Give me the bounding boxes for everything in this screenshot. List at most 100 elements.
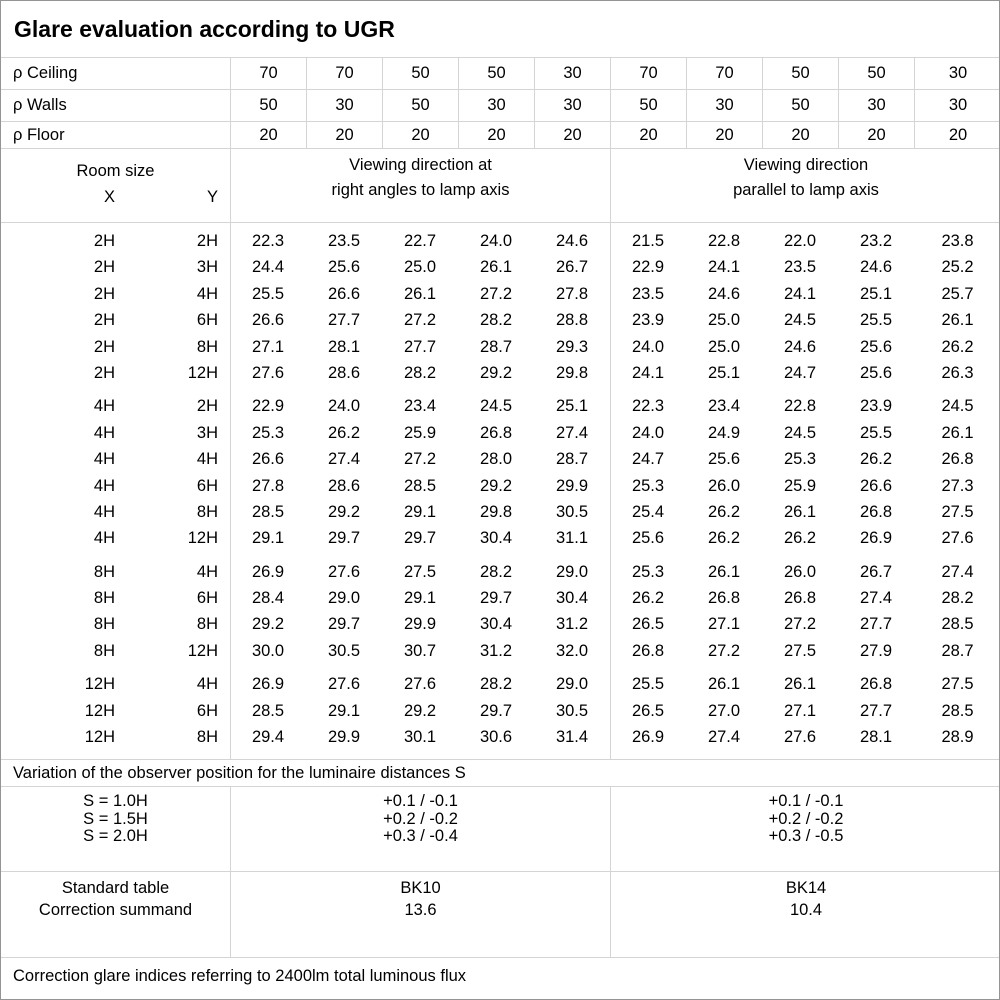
ugr-value: 29.1 — [327, 701, 361, 720]
ugr-value: 27.7 — [859, 701, 893, 720]
reflectance-value: 30 — [838, 90, 914, 121]
ugr-value: 27.5 — [403, 562, 437, 581]
summary-value: 10.4 — [789, 901, 823, 919]
table-row: 4H 12H 29.1 29.7 29.7 30.4 31.1 25.6 26.2 26.2 26.… — [1, 525, 999, 551]
room-size-x: 2H — [93, 232, 115, 250]
reflectance-value: 70 — [686, 58, 762, 89]
ugr-value: 26.5 — [631, 701, 665, 720]
room-size-y: 4H — [196, 562, 218, 581]
ugr-value: 26.2 — [327, 423, 361, 442]
ugr-value: 25.5 — [859, 311, 893, 330]
ugr-value: 27.1 — [783, 701, 817, 720]
ugr-value: 24.6 — [859, 258, 893, 277]
table-row: 4H 8H 28.5 29.2 29.1 29.8 30.5 25.4 26.2 26.1 26.8… — [1, 499, 999, 525]
ugr-value: 29.2 — [479, 476, 513, 495]
room-size-x: 12H — [84, 675, 115, 694]
room-size-x: 4H — [93, 397, 115, 416]
ugr-value: 27.6 — [403, 675, 437, 694]
ugr-value: 24.0 — [631, 423, 665, 442]
ugr-value: 26.8 — [707, 589, 741, 608]
ugr-value: 26.2 — [707, 529, 741, 548]
ugr-value: 26.6 — [859, 476, 893, 495]
room-size-y: 3H — [196, 258, 218, 277]
reflectance-value: 30 — [458, 90, 534, 121]
ugr-value: 27.2 — [783, 615, 817, 634]
ugr-value: 25.2 — [941, 258, 974, 277]
ugr-value: 26.6 — [251, 450, 285, 469]
ugr-value: 30.5 — [555, 502, 589, 521]
reflectance-value: 50 — [762, 90, 838, 121]
ugr-value: 27.5 — [941, 675, 974, 694]
ugr-value: 25.9 — [403, 423, 437, 442]
reflectance-value: 30 — [914, 90, 999, 121]
room-size-y: 8H — [196, 502, 218, 521]
reflectance-value: 20 — [230, 122, 306, 148]
table-row: 2H 3H 24.4 25.6 25.0 26.1 26.7 22.9 24.1 23.5 24.6… — [1, 254, 999, 280]
room-size-y: 8H — [196, 728, 218, 747]
ugr-value: 24.5 — [783, 423, 817, 442]
reflectance-value: 50 — [610, 90, 686, 121]
ugr-value: 27.8 — [251, 476, 285, 495]
ugr-value: 28.5 — [941, 701, 974, 720]
ugr-value: 29.7 — [403, 529, 437, 548]
table-row: 12H 6H 28.5 29.1 29.2 29.7 30.5 26.5 27.0 27.1 27.… — [1, 698, 999, 724]
ugr-value: 23.5 — [783, 258, 817, 277]
ugr-value: 25.3 — [251, 423, 285, 442]
room-size-y: 2H — [196, 397, 218, 416]
ugr-value: 27.9 — [859, 641, 893, 660]
table-row: 12H 4H 26.9 27.6 27.6 28.2 29.0 25.5 26.1 26.1 26.… — [1, 671, 999, 697]
ugr-value: 25.7 — [941, 284, 974, 303]
variation-values-right-angles: +0.1 / -0.1 +0.2 / -0.2 +0.3 / -0.4 — [230, 787, 610, 871]
ugr-value: 23.2 — [859, 232, 893, 250]
ugr-value: 28.1 — [327, 337, 361, 356]
ugr-value: 24.4 — [251, 258, 285, 277]
footer-note-text: Correction glare indices referring to 24… — [13, 967, 467, 985]
table-row: 4H 2H 22.9 24.0 23.4 24.5 25.1 22.3 23.4 22.8 23.9… — [1, 393, 999, 419]
reflectance-label: ρ Walls — [13, 96, 67, 114]
ugr-value: 27.6 — [783, 728, 817, 747]
reflectance-value: 70 — [610, 58, 686, 89]
variation-block: S = 1.0H S = 1.5H S = 2.0H +0.1 / -0.1 +0.2… — [1, 787, 999, 872]
ugr-value: 26.2 — [859, 450, 893, 469]
ugr-value: 27.7 — [327, 311, 361, 330]
ugr-value: 26.8 — [783, 589, 817, 608]
room-size-y: 4H — [196, 675, 218, 694]
ugr-value: 26.8 — [859, 502, 893, 521]
ugr-value: 29.2 — [327, 502, 361, 521]
ugr-value: 28.5 — [251, 502, 285, 521]
reflectance-value: 30 — [534, 58, 610, 89]
ugr-value: 26.1 — [941, 423, 974, 442]
ugr-value: 24.6 — [783, 337, 817, 356]
reflectance-label: ρ Floor — [13, 125, 65, 144]
ugr-value: 23.8 — [941, 232, 974, 250]
ugr-value: 30.0 — [251, 641, 285, 660]
room-size-y: 12H — [187, 363, 218, 382]
room-size-y: 4H — [196, 284, 218, 303]
ugr-value: 29.0 — [555, 675, 589, 694]
ugr-value: 27.5 — [941, 502, 974, 521]
ugr-value: 29.1 — [251, 529, 285, 548]
table-row: 2H 4H 25.5 26.6 26.1 27.2 27.8 23.5 24.6 24.1 25.1… — [1, 281, 999, 307]
ugr-value: 25.1 — [555, 397, 589, 416]
ugr-value: 28.2 — [479, 311, 513, 330]
ugr-value: 29.4 — [251, 728, 285, 747]
ugr-value: 26.8 — [859, 675, 893, 694]
reflectance-value: 20 — [306, 122, 382, 148]
ugr-value: 27.6 — [327, 675, 361, 694]
ugr-value: 22.0 — [783, 232, 817, 250]
ugr-value: 28.7 — [941, 641, 974, 660]
ugr-value: 26.1 — [707, 562, 741, 581]
ugr-value: 25.4 — [631, 502, 665, 521]
room-size-x: 2H — [93, 258, 115, 277]
ugr-value: 28.2 — [479, 675, 513, 694]
ugr-value: 27.4 — [707, 728, 741, 747]
ugr-value: 29.0 — [555, 562, 589, 581]
ugr-value: 25.5 — [859, 423, 893, 442]
room-size-x: 2H — [93, 311, 115, 330]
room-size-x: 12H — [84, 728, 115, 747]
ugr-value: 28.1 — [859, 728, 893, 747]
table-header-row: Room size X Y Viewing direction at right… — [1, 149, 999, 223]
room-size-y: 6H — [196, 311, 218, 330]
ugr-value: 29.7 — [479, 701, 513, 720]
ugr-value: 30.5 — [327, 641, 361, 660]
